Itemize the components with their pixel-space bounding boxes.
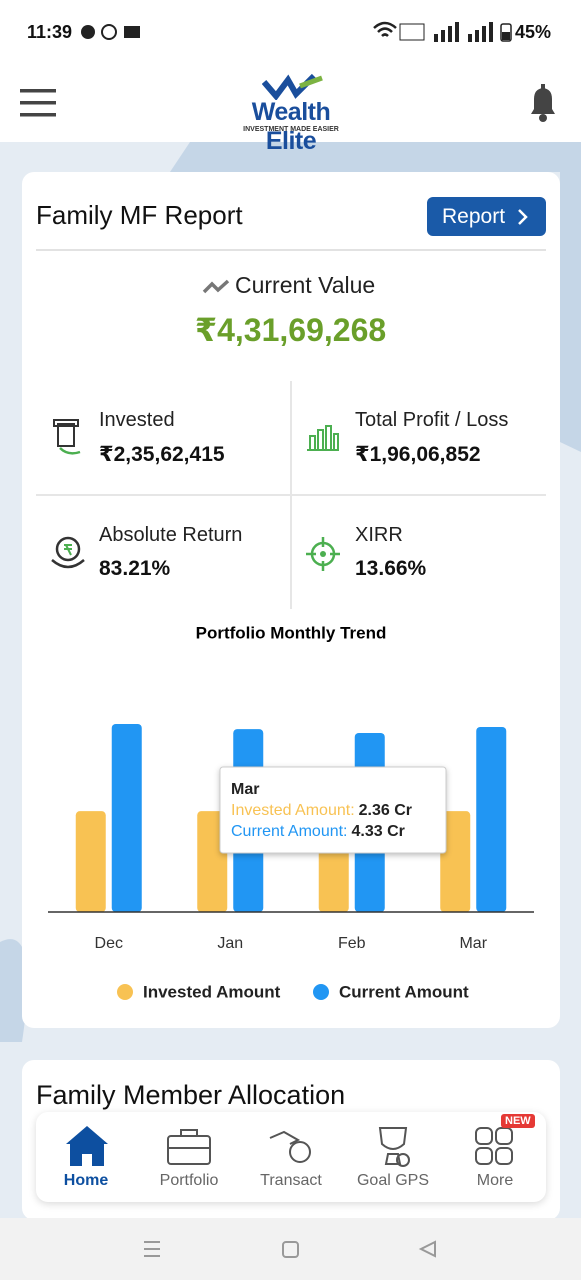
- profit-icon: [307, 425, 339, 451]
- tooltip-title: Mar: [231, 781, 259, 798]
- tooltip-box: [219, 766, 447, 854]
- stat-label: Total Profit / Loss: [355, 409, 509, 431]
- battery-level: 45%: [515, 22, 552, 42]
- tooltip-label: Invested Amount:: [231, 802, 355, 819]
- legend-swatch: [313, 984, 329, 1000]
- x-tick-label: Jan: [217, 935, 243, 952]
- portfolio-icon: [167, 1129, 211, 1165]
- x-tick-label: Mar: [459, 935, 487, 952]
- stat-value: ₹1,96,06,852: [355, 443, 481, 466]
- x-tick-label: Dec: [95, 935, 123, 952]
- nav-item[interactable]: Goal GPS: [356, 1172, 430, 1189]
- legend-swatch: [117, 984, 133, 1000]
- x-tick-label: Feb: [338, 935, 366, 952]
- bar: [440, 811, 471, 912]
- bar: [476, 726, 507, 912]
- clock: 11:39: [27, 22, 73, 42]
- battery-icon: [500, 23, 512, 42]
- divider: [36, 494, 546, 496]
- tooltip-value: 4.33 Cr: [352, 823, 405, 840]
- nav-item[interactable]: More: [476, 1172, 514, 1189]
- chevron-icon: [518, 209, 528, 225]
- tooltip-value: 2.36 Cr: [359, 802, 412, 819]
- legend-label: Current Amount: [339, 982, 469, 1001]
- more-icon: [475, 1127, 513, 1165]
- nav-item[interactable]: Home: [63, 1172, 109, 1189]
- stat-value: 13.66%: [355, 557, 427, 580]
- tooltip: Mar Invested Amount: 2.36 Cr Current Amount…: [219, 766, 447, 854]
- card-title: Family MF Report: [36, 200, 243, 230]
- trend-icon: [202, 279, 230, 294]
- stat-label: XIRR: [355, 524, 403, 546]
- bar: [111, 724, 142, 912]
- current-value: ₹4,31,69,268: [194, 312, 387, 348]
- stat-label: Invested: [99, 409, 175, 431]
- report-button[interactable]: Report: [427, 197, 546, 236]
- stat-value: 83.21%: [99, 557, 171, 580]
- bar: [75, 811, 106, 912]
- bar-chart: Portfolio Monthly Trend Dec Jan Feb Mar Inve…: [48, 623, 534, 1001]
- xirr-icon: [306, 537, 340, 571]
- invested-icon: [53, 419, 81, 455]
- goal-icon: [378, 1127, 410, 1167]
- tooltip-row: Current Amount: 4.33 Cr: [231, 823, 405, 840]
- notification-bell[interactable]: [527, 84, 559, 124]
- brand-logo: [262, 73, 323, 100]
- home-icon: [66, 1126, 108, 1166]
- nav-item[interactable]: Portfolio: [159, 1172, 219, 1189]
- app-header: [0, 60, 581, 142]
- system-nav-bar: [0, 1218, 581, 1280]
- current-value-label: Current Value: [235, 272, 376, 298]
- tooltip-label: Current Amount:: [231, 823, 348, 840]
- menu-button[interactable]: [20, 88, 58, 118]
- new-badge: NEW: [501, 1114, 535, 1128]
- nav-item[interactable]: Transact: [260, 1172, 322, 1189]
- stat-value: ₹2,35,62,415: [99, 443, 225, 466]
- stat-label: Absolute Return: [99, 524, 243, 546]
- signal-icons: [373, 21, 493, 42]
- chart-title: Portfolio Monthly Trend: [196, 623, 387, 642]
- legend-label: Invested Amount: [143, 982, 281, 1001]
- tooltip-row: Invested Amount: 2.36 Cr: [231, 802, 412, 819]
- divider: [36, 249, 546, 251]
- notification-icons: [81, 24, 140, 40]
- brand-name: Wealth Elite: [251, 98, 331, 155]
- report-button-label: Report: [442, 205, 506, 228]
- brand-tagline: INVESTMENT MADE EASIER: [243, 126, 339, 133]
- allocation-title: Family Member Allocation: [36, 1080, 346, 1110]
- transact-icon: [269, 1130, 311, 1163]
- return-icon: [51, 536, 85, 569]
